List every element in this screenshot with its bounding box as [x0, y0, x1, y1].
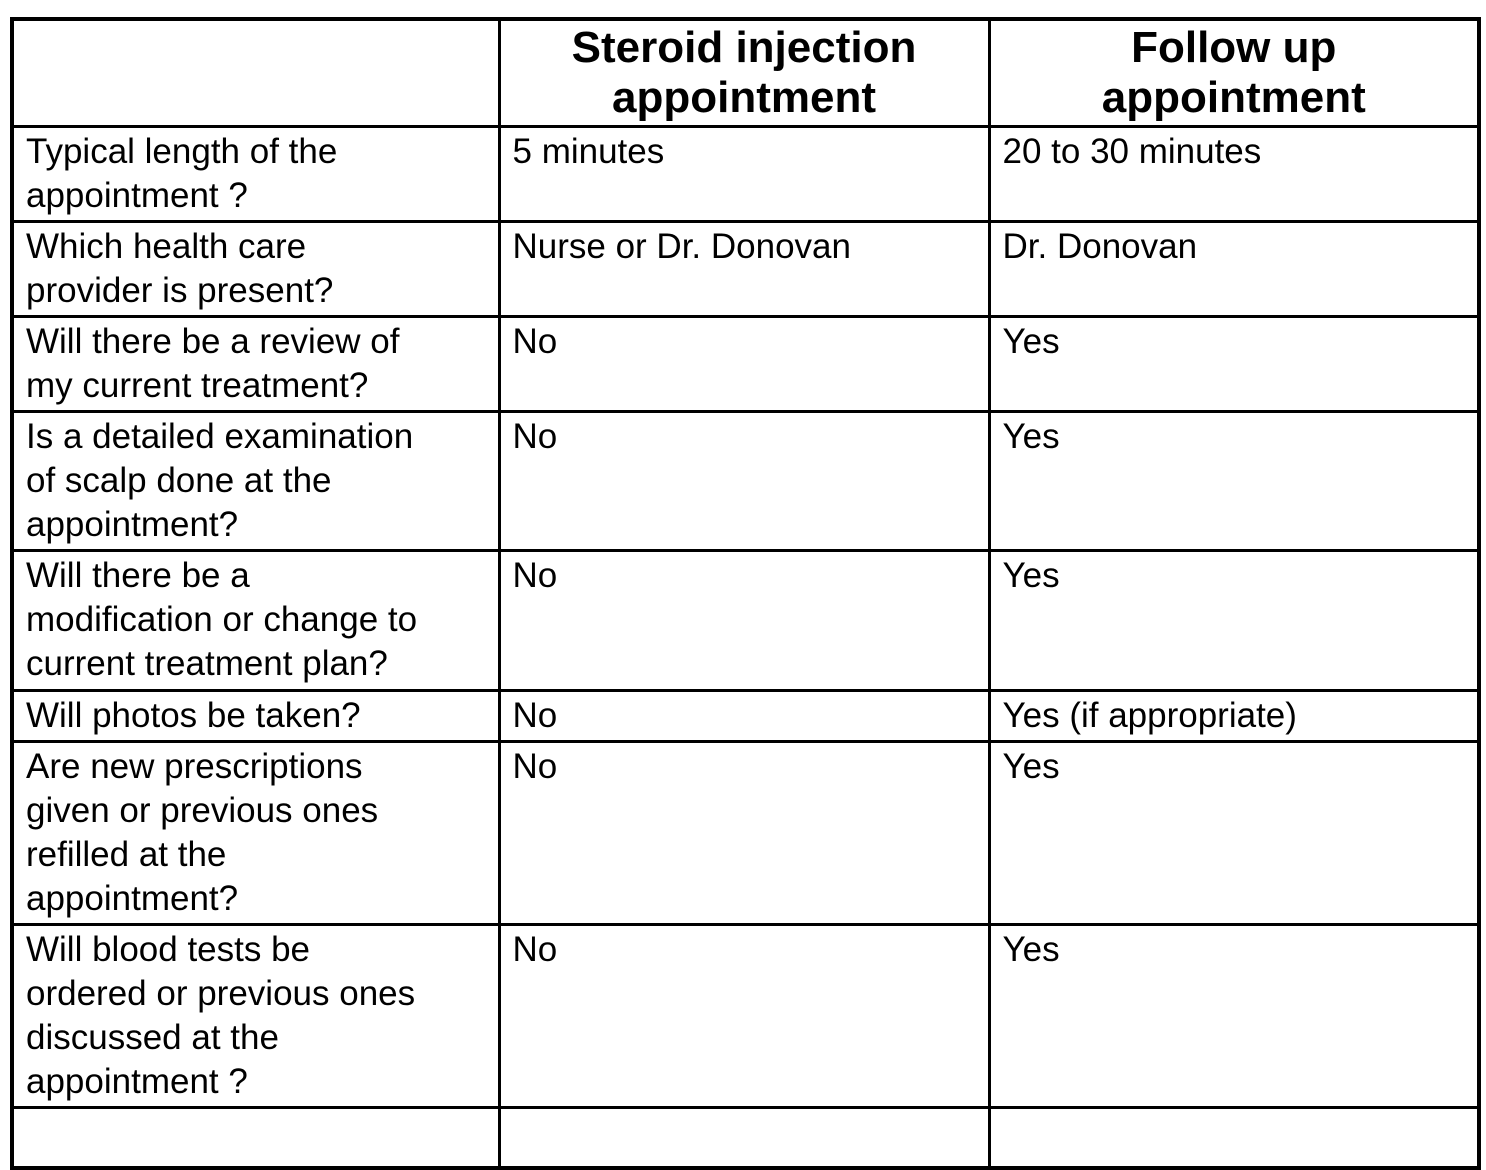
header-row: Steroid injection appointment Follow up … [10, 17, 1481, 128]
header-empty-cell [10, 17, 501, 128]
table-row: Will there be a review of my current tre… [10, 315, 1481, 413]
question-cell: Will photos be taken? [10, 689, 501, 743]
question-cell: Are new prescriptions given or previous … [10, 740, 501, 926]
followup-cell: Yes [987, 315, 1481, 413]
question-cell: Typical length of the appointment ? [10, 125, 501, 223]
question-cell [10, 1106, 501, 1169]
steroid-cell: No [497, 923, 991, 1109]
followup-cell: 20 to 30 minutes [987, 125, 1481, 223]
steroid-cell: No [497, 549, 991, 692]
appointment-comparison-table: Steroid injection appointment Follow up … [10, 17, 1481, 1170]
table-row-cutoff [10, 1106, 1481, 1169]
followup-cell: Yes [987, 549, 1481, 692]
steroid-cell: Nurse or Dr. Donovan [497, 220, 991, 318]
followup-cell [987, 1106, 1481, 1169]
steroid-cell: No [497, 689, 991, 743]
followup-cell: Yes (if appropriate) [987, 689, 1481, 743]
table-row: Will photos be taken? No Yes (if appropr… [10, 689, 1481, 743]
question-cell: Will blood tests be ordered or previous … [10, 923, 501, 1109]
followup-cell: Dr. Donovan [987, 220, 1481, 318]
steroid-cell [497, 1106, 991, 1169]
table-row: Is a detailed examination of scalp done … [10, 410, 1481, 552]
followup-cell: Yes [987, 410, 1481, 552]
table-row: Which health care provider is present? N… [10, 220, 1481, 318]
question-cell: Will there be a review of my current tre… [10, 315, 501, 413]
question-cell: Is a detailed examination of scalp done … [10, 410, 501, 552]
steroid-cell: 5 minutes [497, 125, 991, 223]
followup-cell: Yes [987, 740, 1481, 926]
header-follow-up: Follow up appointment [987, 17, 1481, 128]
table-row: Will there be a modification or change t… [10, 549, 1481, 692]
table-row: Will blood tests be ordered or previous … [10, 923, 1481, 1109]
steroid-cell: No [497, 410, 991, 552]
question-cell: Which health care provider is present? [10, 220, 501, 318]
steroid-cell: No [497, 740, 991, 926]
table-row: Are new prescriptions given or previous … [10, 740, 1481, 926]
question-cell: Will there be a modification or change t… [10, 549, 501, 692]
followup-cell: Yes [987, 923, 1481, 1109]
table-row: Typical length of the appointment ? 5 mi… [10, 125, 1481, 223]
header-steroid-injection: Steroid injection appointment [497, 17, 991, 128]
steroid-cell: No [497, 315, 991, 413]
